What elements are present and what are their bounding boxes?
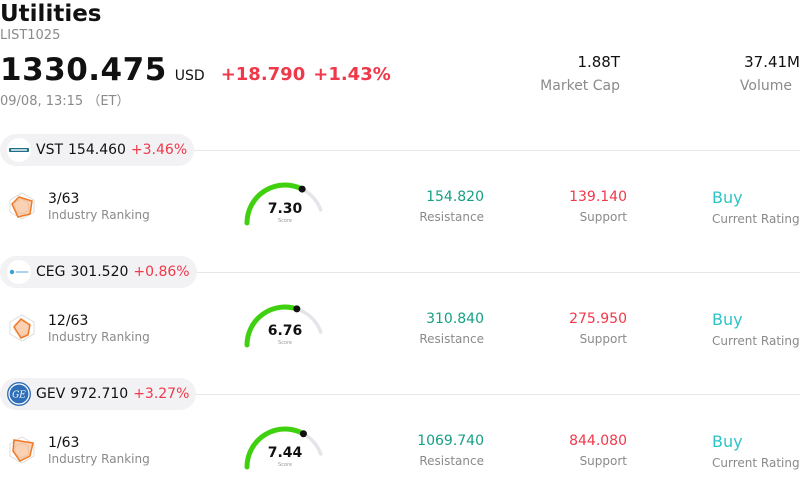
rating-value[interactable]: Buy <box>712 310 743 329</box>
gauge-fill <box>244 304 300 348</box>
index-change: +18.790 <box>220 64 306 85</box>
rating-label: Current Rating <box>712 212 800 226</box>
stock-symbol: CEG <box>36 264 66 280</box>
radar-chart-icon <box>8 192 36 220</box>
score-label: Score <box>277 218 292 224</box>
stock-chip-vst[interactable]: VST 154.460 +3.46% <box>0 134 195 166</box>
score-label: Score <box>277 340 292 346</box>
gauge-pointer <box>298 185 306 193</box>
gauge-pointer <box>293 305 301 313</box>
stock-symbol: GEV <box>36 386 66 402</box>
stock-change-percent: +0.86% <box>133 264 190 280</box>
price-row: 1330.475 USD +18.790 +1.43% <box>0 52 391 92</box>
stock-price: 972.710 <box>70 386 129 402</box>
support-label: Support <box>579 332 627 346</box>
svg-text:GE: GE <box>12 391 26 401</box>
industry-rank-value: 3/63 <box>48 191 80 207</box>
resistance-label: Resistance <box>419 210 484 224</box>
stock-price: 154.460 <box>68 142 126 158</box>
volume-label: Volume <box>739 78 792 94</box>
radar-chart-icon <box>8 314 36 342</box>
vistra-logo-icon <box>7 138 31 162</box>
gauge-fill <box>244 182 305 226</box>
stock-change-percent: +3.27% <box>133 386 190 402</box>
stock-symbol: VST <box>36 142 64 158</box>
divider <box>0 272 800 273</box>
rating-label: Current Rating <box>712 456 800 470</box>
ge-logo-icon: GE <box>7 382 31 406</box>
divider <box>0 150 800 151</box>
market-cap-value: 1.88T <box>577 53 620 71</box>
support-value: 844.080 <box>569 433 627 449</box>
industry-rank-value: 1/63 <box>48 435 80 451</box>
score-gauge <box>244 182 323 226</box>
resistance-label: Resistance <box>419 332 484 346</box>
industry-rank-label: Industry Ranking <box>48 452 150 466</box>
resistance-value: 310.840 <box>426 311 484 327</box>
index-price: 1330.475 <box>0 52 167 88</box>
score-label: Score <box>277 462 292 468</box>
resistance-value: 1069.740 <box>417 433 484 449</box>
score-value: 7.30 <box>267 201 303 217</box>
constellation-logo-icon <box>7 260 31 284</box>
currency: USD <box>174 68 205 84</box>
rating-value[interactable]: Buy <box>712 188 743 207</box>
score-gauge <box>244 426 323 470</box>
industry-rank-label: Industry Ranking <box>48 330 150 344</box>
score-gauge <box>244 304 323 348</box>
resistance-value: 154.820 <box>426 189 484 205</box>
stock-chip-gev[interactable]: GE GEV 972.710 +3.27% <box>0 378 197 410</box>
rating-label: Current Rating <box>712 334 800 348</box>
gauge-pointer <box>299 430 307 438</box>
score-value: 6.76 <box>267 323 303 339</box>
score-value: 7.44 <box>267 445 303 461</box>
stock-chip-ceg[interactable]: CEG 301.520 +0.86% <box>0 256 197 288</box>
radar-chart-icon <box>8 436 36 464</box>
volume-value: 37.41M <box>744 53 800 71</box>
industry-rank-value: 12/63 <box>48 313 89 329</box>
rating-value[interactable]: Buy <box>712 432 743 451</box>
support-label: Support <box>579 454 627 468</box>
index-change-percent: +1.43% <box>313 64 391 85</box>
gauge-fill <box>244 426 306 470</box>
support-label: Support <box>579 210 627 224</box>
timestamp: 09/08, 13:15 （ET） <box>0 94 130 109</box>
list-code: LIST1025 <box>0 28 61 43</box>
divider <box>0 394 800 395</box>
support-value: 139.140 <box>569 189 627 205</box>
market-cap-label: Market Cap <box>540 78 620 94</box>
resistance-label: Resistance <box>419 454 484 468</box>
support-value: 275.950 <box>569 311 627 327</box>
stock-change-percent: +3.46% <box>130 142 188 158</box>
stock-price: 301.520 <box>70 264 129 280</box>
industry-rank-label: Industry Ranking <box>48 208 150 222</box>
page-title: Utilities <box>0 1 102 27</box>
